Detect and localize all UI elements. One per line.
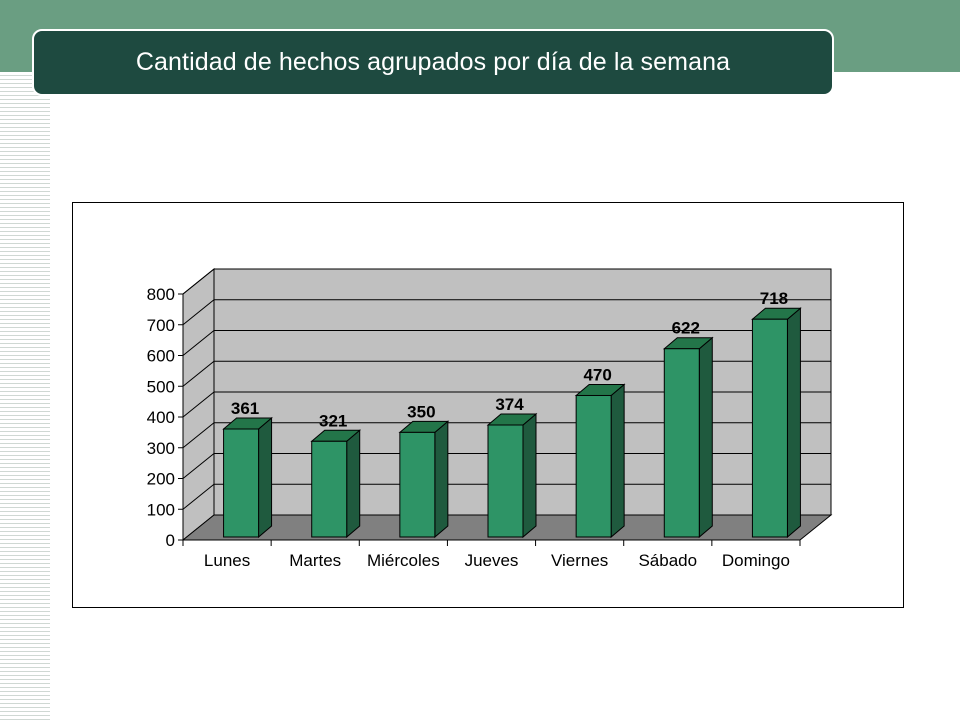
bar-side	[786, 307, 801, 539]
data-label: 350	[407, 402, 435, 421]
gridline	[182, 422, 831, 449]
bar-side	[346, 429, 361, 539]
slide-title: Cantidad de hechos agrupados por día de …	[135, 48, 731, 76]
y-tick-label: 400	[147, 408, 175, 427]
bar	[487, 424, 524, 538]
x-tick-label: Domingo	[722, 551, 790, 570]
bar	[223, 428, 260, 538]
y-tick-label: 800	[147, 285, 175, 304]
x-tick-label: Sábado	[638, 551, 697, 570]
data-label: 374	[495, 395, 524, 414]
x-tick-label: Viernes	[551, 551, 608, 570]
y-tick-label: 200	[147, 470, 175, 489]
left-stripe-decoration	[0, 72, 50, 720]
bar	[751, 318, 788, 538]
y-tick-label: 0	[166, 531, 175, 550]
bar-chart: 0 100 200 300 400 500 600 700 800 361 321 350 374 470…	[147, 267, 833, 570]
gridline	[182, 268, 831, 295]
x-tick-label: Jueves	[465, 551, 519, 570]
x-tick-label: Martes	[289, 551, 341, 570]
gridline	[182, 330, 831, 356]
gridline	[182, 299, 831, 326]
y-tick-label: 500	[147, 377, 175, 396]
bar	[311, 440, 348, 538]
data-label: 470	[583, 365, 611, 384]
gridline	[182, 360, 831, 387]
data-label: 622	[672, 319, 700, 338]
data-label: 321	[319, 411, 347, 430]
bar-side	[610, 383, 625, 539]
bar-side	[258, 416, 273, 539]
bar	[663, 348, 700, 538]
y-tick-label: 300	[147, 439, 175, 458]
y-tick-label: 600	[147, 347, 175, 366]
bar-side	[522, 412, 537, 539]
x-tick-label: Miércoles	[367, 551, 440, 570]
title-bar: Cantidad de hechos agrupados por día de …	[32, 29, 834, 96]
bar	[575, 394, 612, 538]
gridline	[182, 391, 831, 418]
gridline	[182, 453, 831, 479]
y-tick-label: 100	[147, 500, 175, 519]
bar	[399, 431, 436, 538]
gridline	[182, 483, 831, 510]
data-label: 718	[760, 289, 788, 308]
y-tick-label: 700	[147, 316, 175, 335]
bar-side	[434, 420, 449, 539]
chart-frame: 0 100 200 300 400 500 600 700 800 361 321 350 374 470…	[72, 202, 904, 608]
data-label: 361	[231, 399, 259, 418]
x-tick-label: Lunes	[204, 551, 250, 570]
bar-side	[698, 336, 713, 539]
